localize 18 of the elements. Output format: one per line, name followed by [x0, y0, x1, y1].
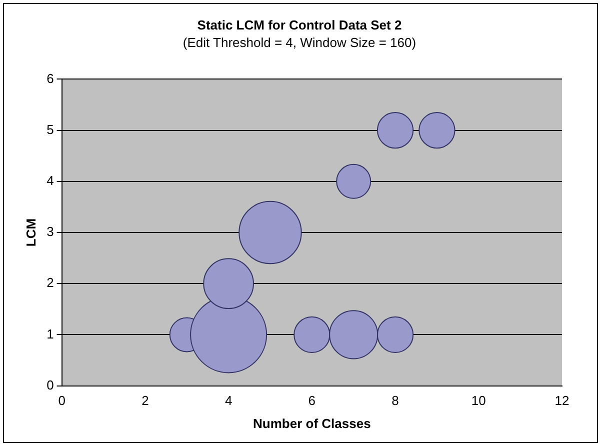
y-tick-label: 1 — [46, 326, 54, 342]
y-tick-label: 4 — [46, 172, 54, 188]
y-tick-label: 3 — [46, 224, 54, 240]
x-tick-label: 10 — [471, 393, 486, 408]
x-tick-label: 8 — [392, 393, 399, 408]
y-tick-label: 0 — [46, 377, 54, 392]
x-tick-label: 0 — [58, 393, 66, 408]
y-tick-label: 2 — [46, 275, 54, 290]
x-axis-title: Number of Classes — [253, 416, 371, 431]
chart-title: Static LCM for Control Data Set 2 — [197, 17, 402, 32]
x-tick-label: 6 — [308, 393, 316, 408]
x-tick-label: 4 — [224, 393, 232, 408]
x-tick-label: 2 — [142, 393, 149, 408]
y-tick-label: 6 — [46, 70, 54, 86]
y-axis-title: LCM — [23, 218, 38, 247]
y-tick-label: 5 — [46, 122, 54, 137]
x-tick-label: 12 — [554, 393, 570, 408]
chart-subtitle: (Edit Threshold = 4, Window Size = 160) — [182, 34, 416, 50]
